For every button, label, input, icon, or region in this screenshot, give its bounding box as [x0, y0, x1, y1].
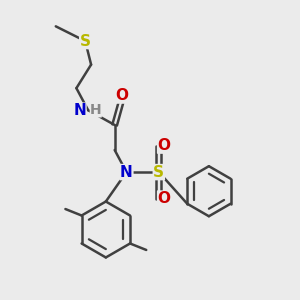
- Text: N: N: [120, 165, 133, 180]
- Text: S: S: [80, 34, 91, 49]
- Text: N: N: [74, 103, 86, 118]
- Text: O: O: [116, 88, 128, 103]
- Text: O: O: [158, 191, 171, 206]
- Text: H: H: [90, 103, 102, 117]
- Text: O: O: [158, 138, 171, 153]
- Text: S: S: [153, 165, 164, 180]
